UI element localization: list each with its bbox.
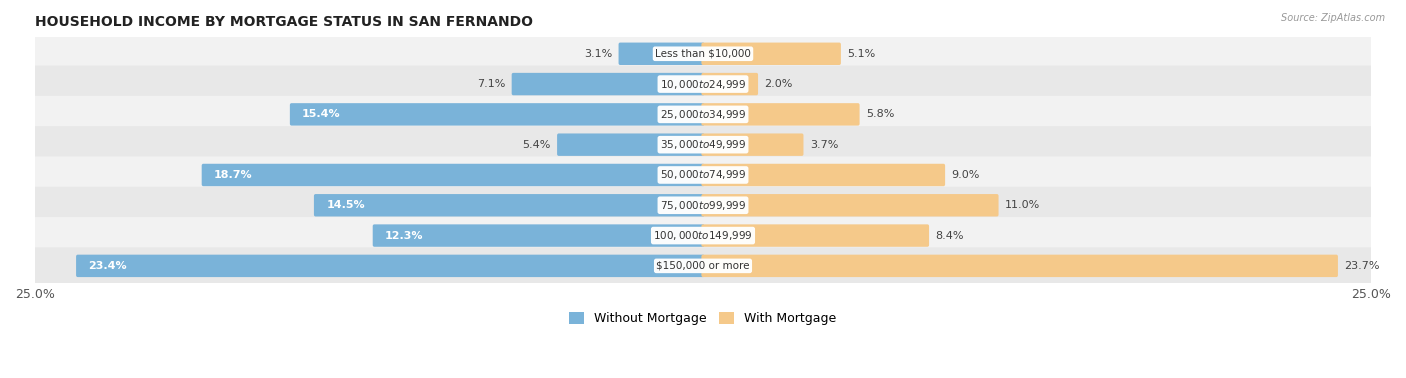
FancyBboxPatch shape (314, 194, 704, 217)
FancyBboxPatch shape (76, 255, 704, 277)
Text: Less than $10,000: Less than $10,000 (655, 49, 751, 59)
Text: 5.8%: 5.8% (866, 109, 894, 119)
Text: $25,000 to $34,999: $25,000 to $34,999 (659, 108, 747, 121)
Text: 15.4%: 15.4% (302, 109, 340, 119)
Text: 5.4%: 5.4% (522, 140, 551, 150)
Text: 5.1%: 5.1% (848, 49, 876, 59)
FancyBboxPatch shape (557, 133, 704, 156)
FancyBboxPatch shape (22, 96, 1384, 133)
FancyBboxPatch shape (702, 225, 929, 247)
Text: 9.0%: 9.0% (952, 170, 980, 180)
FancyBboxPatch shape (373, 225, 704, 247)
FancyBboxPatch shape (201, 164, 704, 186)
Text: 3.7%: 3.7% (810, 140, 838, 150)
FancyBboxPatch shape (702, 133, 803, 156)
Text: HOUSEHOLD INCOME BY MORTGAGE STATUS IN SAN FERNANDO: HOUSEHOLD INCOME BY MORTGAGE STATUS IN S… (35, 15, 533, 29)
FancyBboxPatch shape (702, 103, 859, 125)
FancyBboxPatch shape (702, 43, 841, 65)
Legend: Without Mortgage, With Mortgage: Without Mortgage, With Mortgage (564, 307, 842, 330)
Text: $50,000 to $74,999: $50,000 to $74,999 (659, 169, 747, 181)
FancyBboxPatch shape (702, 255, 1339, 277)
Text: Source: ZipAtlas.com: Source: ZipAtlas.com (1281, 13, 1385, 23)
FancyBboxPatch shape (22, 247, 1384, 284)
FancyBboxPatch shape (22, 156, 1384, 194)
FancyBboxPatch shape (22, 66, 1384, 102)
Text: $35,000 to $49,999: $35,000 to $49,999 (659, 138, 747, 151)
FancyBboxPatch shape (702, 73, 758, 95)
Text: 12.3%: 12.3% (385, 231, 423, 240)
FancyBboxPatch shape (22, 35, 1384, 72)
Text: $150,000 or more: $150,000 or more (657, 261, 749, 271)
Text: 18.7%: 18.7% (214, 170, 253, 180)
Text: 3.1%: 3.1% (583, 49, 612, 59)
FancyBboxPatch shape (512, 73, 704, 95)
Text: $100,000 to $149,999: $100,000 to $149,999 (654, 229, 752, 242)
Text: $10,000 to $24,999: $10,000 to $24,999 (659, 77, 747, 91)
FancyBboxPatch shape (22, 126, 1384, 163)
FancyBboxPatch shape (22, 217, 1384, 254)
Text: 7.1%: 7.1% (477, 79, 505, 89)
FancyBboxPatch shape (290, 103, 704, 125)
FancyBboxPatch shape (22, 187, 1384, 224)
Text: 23.4%: 23.4% (89, 261, 127, 271)
Text: 23.7%: 23.7% (1344, 261, 1379, 271)
FancyBboxPatch shape (702, 194, 998, 217)
FancyBboxPatch shape (702, 164, 945, 186)
FancyBboxPatch shape (619, 43, 704, 65)
Text: $75,000 to $99,999: $75,000 to $99,999 (659, 199, 747, 212)
Text: 14.5%: 14.5% (326, 200, 364, 210)
Text: 2.0%: 2.0% (765, 79, 793, 89)
Text: 8.4%: 8.4% (935, 231, 965, 240)
Text: 11.0%: 11.0% (1005, 200, 1040, 210)
